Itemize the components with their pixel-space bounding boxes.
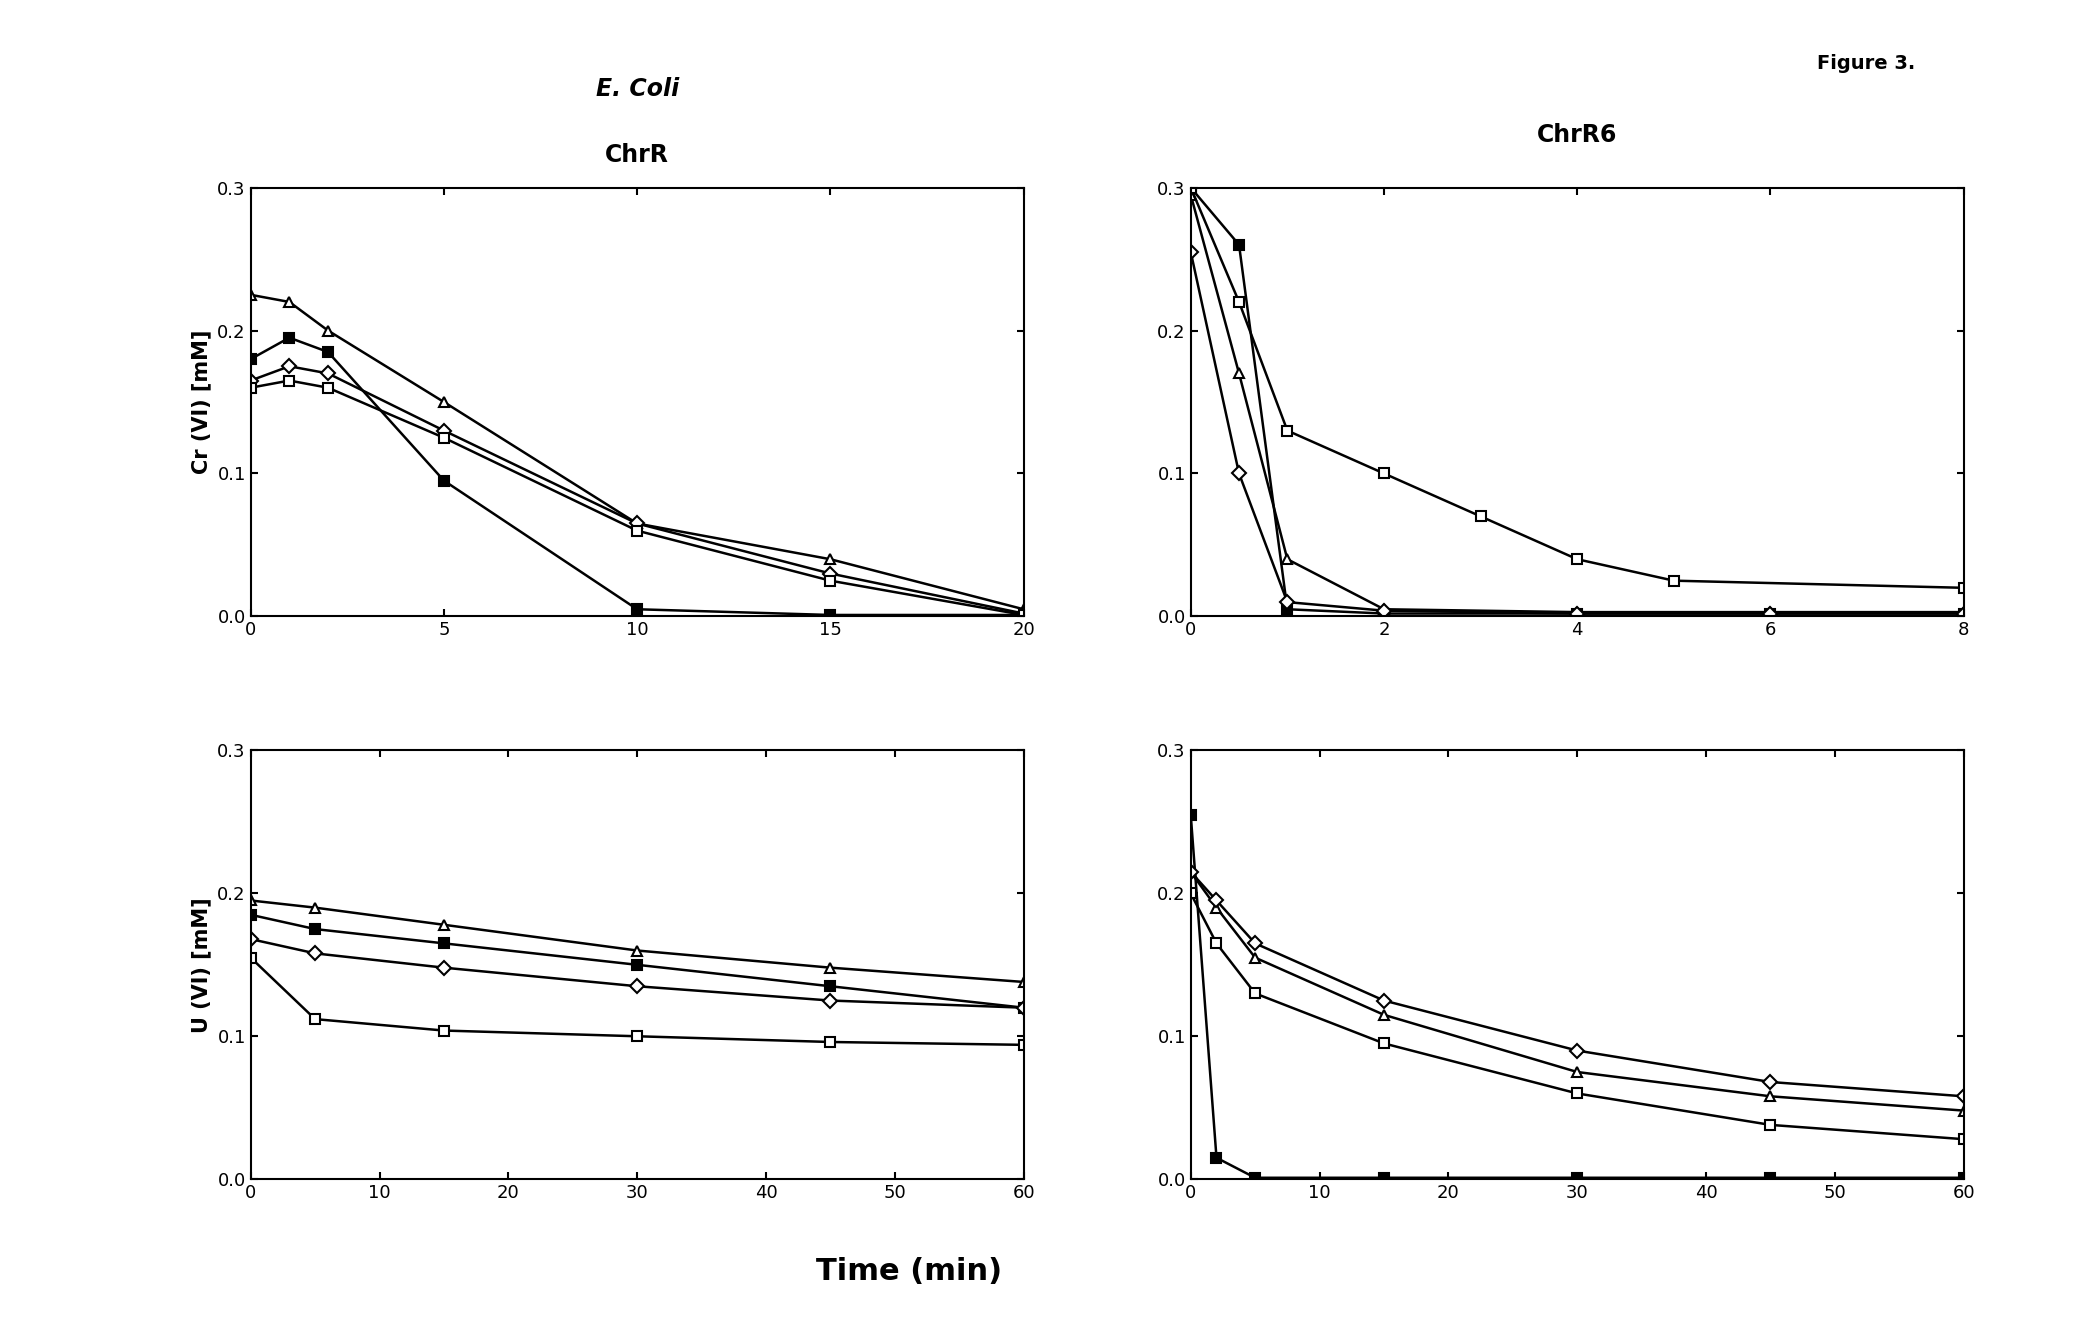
Text: ChrR: ChrR <box>606 143 668 168</box>
Y-axis label: Cr (VI) [mM]: Cr (VI) [mM] <box>192 330 211 474</box>
Y-axis label: U (VI) [mM]: U (VI) [mM] <box>192 896 211 1033</box>
Text: Time (min): Time (min) <box>815 1257 1003 1286</box>
Text: Figure 3.: Figure 3. <box>1817 54 1916 72</box>
Text: ChrR6: ChrR6 <box>1538 123 1617 147</box>
Text: E. Coli: E. Coli <box>595 76 679 100</box>
